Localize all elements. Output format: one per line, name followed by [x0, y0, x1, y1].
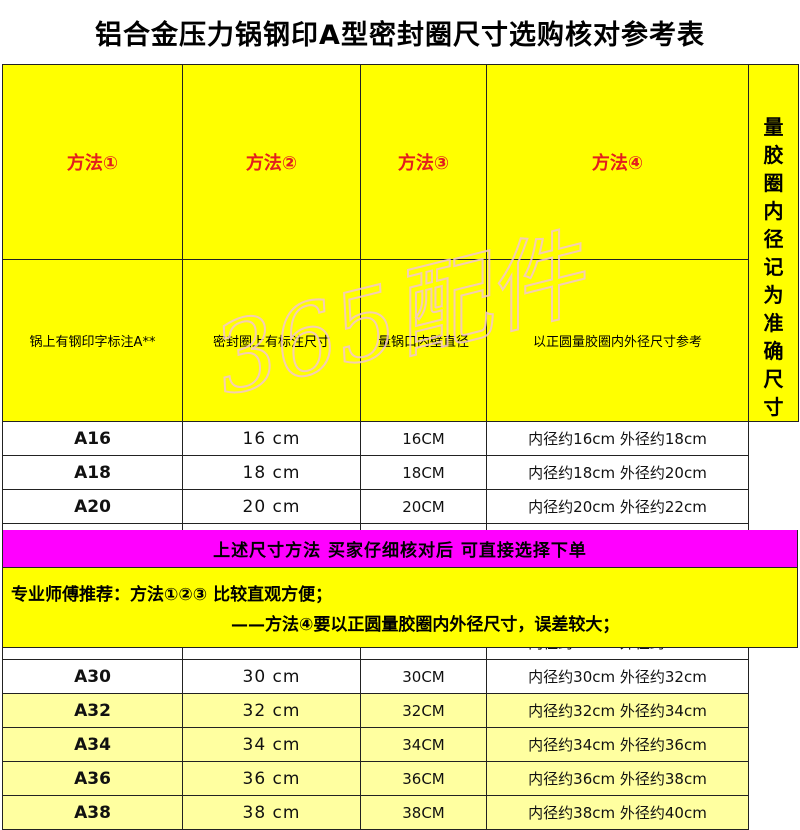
- pot-mouth-cell: 30CM: [360, 659, 487, 694]
- method-header-row: 方法① 方法② 方法③ 方法④ 量胶圈内径记为准确尺寸: [2, 63, 799, 422]
- seal-size-cell: 34 cm: [182, 727, 361, 762]
- seal-size-cell: 20 cm: [182, 489, 361, 524]
- pot-mouth-cell: 36CM: [360, 761, 487, 796]
- page-title: 铝合金压力锅钢印A型密封圈尺寸选购核对参考表: [95, 19, 705, 51]
- table-row: A38 38 cm 38CM 内径约38cm 外径约40cm: [2, 795, 799, 830]
- pot-mouth-cell: 20CM: [360, 489, 487, 524]
- table-row: A32 32 cm 32CM 内径约32cm 外径约34cm: [2, 693, 799, 728]
- recommendation-box: 专业师傅推荐：方法①②③ 比较直观方便； ——方法④要以正圆量胶圈内外径尺寸，误…: [2, 568, 798, 648]
- pot-mouth-cell: 16CM: [360, 421, 487, 456]
- col-desc-seal-label: 密封圈上有标注尺寸: [182, 259, 361, 422]
- side-note-char: 胶: [763, 143, 784, 167]
- side-note-char: 为: [763, 283, 784, 307]
- model-cell: A16: [2, 421, 183, 456]
- ring-measure-cell: 内径约36cm 外径约38cm: [486, 761, 749, 796]
- side-note-char: 尺: [763, 367, 784, 391]
- ring-measure-cell: 内径约18cm 外径约20cm: [486, 455, 749, 490]
- table-row: A30 30 cm 30CM 内径约30cm 外径约32cm: [2, 659, 799, 694]
- col-desc-stamp: 锅上有钢印字标注A**: [2, 259, 183, 422]
- side-note-char: 记: [763, 255, 784, 279]
- side-note-char: 圈: [763, 171, 784, 195]
- model-cell: A32: [2, 693, 183, 728]
- method-4-header: 方法④: [486, 63, 749, 261]
- model-cell: A38: [2, 795, 183, 830]
- ring-measure-cell: 内径约34cm 外径约36cm: [486, 727, 749, 762]
- ring-measure-cell: 内径约30cm 外径约32cm: [486, 659, 749, 694]
- model-cell: A36: [2, 761, 183, 796]
- pot-mouth-cell: 32CM: [360, 693, 487, 728]
- side-note-char: 准: [763, 311, 784, 335]
- seal-size-cell: 32 cm: [182, 693, 361, 728]
- ring-measure-cell: 内径约32cm 外径约34cm: [486, 693, 749, 728]
- ring-measure-cell: 内径约16cm 外径约18cm: [486, 421, 749, 456]
- seal-size-cell: 18 cm: [182, 455, 361, 490]
- side-note-char: 内: [763, 199, 784, 223]
- table-row: A34 34 cm 34CM 内径约34cm 外径约36cm: [2, 727, 799, 762]
- recommendation-line-1: 专业师傅推荐：方法①②③ 比较直观方便；: [11, 585, 333, 605]
- size-reference-sheet: 铝合金压力锅钢印A型密封圈尺寸选购核对参考表 方法① 方法② 方法③ 方法④ 量…: [2, 19, 799, 830]
- table-row: A18 18 cm 18CM 内径约18cm 外径约20cm: [2, 455, 799, 490]
- pot-mouth-cell: 18CM: [360, 455, 487, 490]
- side-note-char: 寸: [763, 395, 784, 419]
- method-2-header: 方法②: [182, 63, 361, 261]
- model-cell: A20: [2, 489, 183, 524]
- side-note-char: 确: [763, 339, 784, 363]
- side-note-char: 径: [763, 227, 784, 251]
- seal-size-cell: 38 cm: [182, 795, 361, 830]
- method-1-header: 方法①: [2, 63, 183, 261]
- table-row: A36 36 cm 36CM 内径约36cm 外径约38cm: [2, 761, 799, 796]
- ring-measure-cell: 内径约38cm 外径约40cm: [486, 795, 749, 830]
- table-row: A16 16 cm 16CM 内径约16cm 外径约18cm: [2, 421, 799, 456]
- order-instruction-bar: 上述尺寸方法 买家仔细核对后 可直接选择下单: [2, 530, 798, 568]
- seal-size-cell: 36 cm: [182, 761, 361, 796]
- column-description-row: 锅上有钢印字标注A** 密封圈上有标注尺寸 量锅口内壁直径 以正圆量胶圈内外径尺…: [2, 259, 799, 422]
- model-cell: A30: [2, 659, 183, 694]
- col-desc-ring-measure: 以正圆量胶圈内外径尺寸参考: [486, 259, 749, 422]
- seal-size-cell: 16 cm: [182, 421, 361, 456]
- pot-mouth-cell: 34CM: [360, 727, 487, 762]
- table-row: A20 20 cm 20CM 内径约20cm 外径约22cm: [2, 489, 799, 524]
- method-3-header: 方法③: [360, 63, 487, 261]
- recommendation-line-2: ——方法④要以正圆量胶圈内外径尺寸，误差较大；: [231, 615, 620, 635]
- model-cell: A18: [2, 455, 183, 490]
- pot-mouth-cell: 38CM: [360, 795, 487, 830]
- ring-measure-cell: 内径约20cm 外径约22cm: [486, 489, 749, 524]
- side-note: 量胶圈内径记为准确尺寸: [750, 66, 798, 421]
- model-cell: A34: [2, 727, 183, 762]
- col-desc-pot-mouth: 量锅口内壁直径: [360, 259, 487, 422]
- side-note-char: 量: [763, 115, 784, 139]
- side-note-cell: 量胶圈内径记为准确尺寸: [748, 64, 799, 422]
- size-table: 方法① 方法② 方法③ 方法④ 量胶圈内径记为准确尺寸 锅上有钢印字标注A** …: [2, 63, 799, 830]
- seal-size-cell: 30 cm: [182, 659, 361, 694]
